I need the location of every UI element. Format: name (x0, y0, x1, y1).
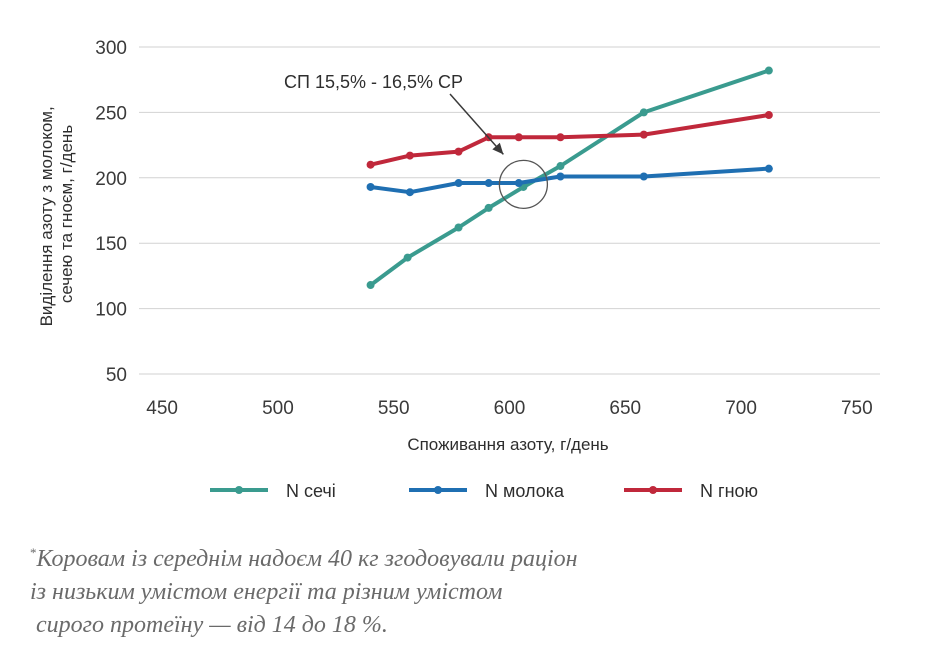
x-axis-ticks: 450 500 550 600 650 700 750 (146, 398, 872, 419)
annotation: СП 15,5% - 16,5% СР (284, 72, 549, 209)
legend: N сечі N молока N гною (210, 481, 758, 501)
footnote-line-2: із низьким умістом енергії та різним умі… (30, 579, 503, 605)
data-point-milk (639, 172, 648, 181)
data-point-urine (484, 203, 493, 212)
x-tick-label: 650 (609, 398, 641, 419)
y-tick-label: 100 (95, 300, 127, 321)
x-tick-label: 450 (146, 398, 178, 419)
legend-marker-urine (235, 486, 243, 494)
data-point-milk (556, 172, 565, 181)
y-axis-title-line-1: Виділення азоту з молоком, (37, 106, 56, 326)
legend-marker-manure (649, 486, 657, 494)
data-point-urine (764, 66, 773, 75)
data-point-urine (403, 253, 412, 262)
legend-item-manure: N гною (624, 481, 758, 501)
annotation-circle (498, 159, 549, 209)
x-tick-label: 750 (841, 398, 873, 419)
legend-item-urine: N сечі (210, 481, 336, 501)
series-line-manure (368, 113, 771, 167)
data-point-manure (556, 133, 565, 142)
y-tick-label: 300 (95, 38, 127, 59)
legend-marker-milk (434, 486, 442, 494)
footnote-line-1-text: Коровам із середнім надоєм 40 кг згодову… (36, 546, 578, 572)
data-point-manure (639, 130, 648, 139)
series-line-milk (368, 166, 771, 195)
series-urine (366, 66, 773, 290)
data-point-milk (764, 164, 773, 173)
x-tick-label: 600 (494, 398, 526, 419)
data-point-manure (366, 160, 375, 169)
data-point-milk (366, 182, 375, 191)
data-point-milk (405, 188, 414, 197)
y-tick-label: 50 (106, 365, 127, 386)
data-point-milk (454, 179, 463, 188)
legend-label-manure: N гною (700, 481, 758, 501)
series-lines (366, 66, 773, 290)
data-point-urine (556, 162, 565, 171)
data-point-milk (484, 179, 493, 188)
y-axis-title: Виділення азоту з молоком, сечею та гноє… (37, 102, 76, 327)
y-tick-label: 200 (95, 169, 127, 190)
series-line-urine (368, 68, 771, 288)
footnote: *Коровам із середнім надоєм 40 кг згодов… (30, 536, 910, 642)
x-axis-title: Споживання азоту, г/день (407, 435, 608, 454)
annotation-arrow (449, 93, 504, 155)
data-point-manure (454, 147, 463, 156)
footnote-line-3: сирого протеїну — від 14 до 18 %. (30, 612, 388, 638)
y-axis-title-line-2: сечею та гноєм, г/день (57, 125, 76, 303)
y-axis-ticks: 50 100 150 200 250 300 (95, 38, 127, 386)
data-point-urine (366, 281, 375, 290)
data-point-urine (454, 223, 463, 232)
series-milk (366, 164, 773, 197)
data-point-manure (405, 151, 414, 160)
x-tick-label: 550 (378, 398, 410, 419)
footnote-marker: * (30, 545, 37, 560)
legend-label-milk: N молока (485, 481, 565, 501)
x-tick-label: 500 (262, 398, 294, 419)
y-tick-label: 250 (95, 103, 127, 124)
data-point-urine (639, 108, 648, 117)
data-point-manure (514, 133, 523, 142)
annotation-label: СП 15,5% - 16,5% СР (284, 72, 463, 92)
footnote-line-1: *Коровам із середнім надоєм 40 кг згодов… (30, 536, 910, 576)
data-point-manure (764, 111, 773, 120)
data-point-milk (514, 179, 523, 188)
y-tick-label: 150 (95, 234, 127, 255)
annotation-arrowhead (492, 142, 504, 155)
legend-item-milk: N молока (409, 481, 565, 501)
x-tick-label: 700 (725, 398, 757, 419)
gridlines (139, 46, 880, 375)
legend-label-urine: N сечі (286, 481, 336, 501)
